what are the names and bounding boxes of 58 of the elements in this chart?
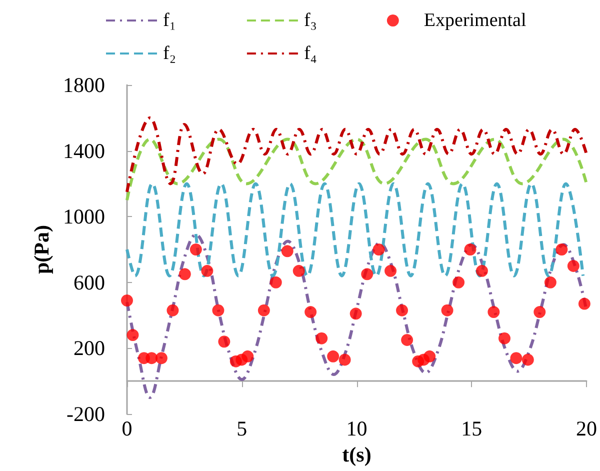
legend-label: Experimental [424,10,526,31]
point [281,245,294,258]
x-tick-label: 20 [576,416,597,440]
point [338,354,351,366]
point [327,350,340,362]
point [464,244,476,256]
point [270,276,282,288]
legend-label: f₄ [304,43,317,64]
point [396,304,408,316]
legend-label: f₃ [304,10,317,31]
point [166,304,179,316]
point [544,276,556,288]
point [146,352,158,364]
x-axis-title: t(s) [342,442,372,466]
point [218,336,230,348]
point [372,244,385,256]
point [190,244,202,256]
point [534,306,546,318]
x-tick-label: 15 [461,416,482,440]
legend-label: f₂ [163,43,176,64]
point [578,298,590,310]
y-axis-title: p(Pa) [30,225,54,274]
point [510,352,522,364]
point [316,332,328,344]
point [212,304,224,316]
y-tick-label: 1000 [63,204,105,229]
point [242,350,254,362]
x-tick-label: 5 [236,416,248,440]
point [522,354,534,366]
point [121,294,133,306]
legend-label: f₁ [163,10,176,31]
point [258,304,270,316]
point [488,306,500,318]
point [424,350,436,362]
point [155,352,168,364]
y-tick-label: 600 [74,270,105,294]
line-series [126,116,588,194]
point [361,268,374,280]
point [401,334,414,346]
point [384,264,397,277]
point [201,264,214,277]
y-tick-label: 1800 [63,73,105,97]
y-tick-label: -200 [66,402,105,426]
point [556,244,568,256]
point [498,332,510,344]
point [304,306,317,318]
point [350,308,362,320]
point [292,264,305,277]
point [126,329,139,342]
x-tick-label: 10 [346,416,368,440]
point [441,304,454,316]
x-tick-label: 0 [122,416,132,440]
point [452,276,465,288]
point [476,264,488,277]
point [567,260,580,272]
y-tick-label: 1400 [63,138,105,163]
y-tick-label: 200 [74,336,105,360]
point [178,268,191,280]
